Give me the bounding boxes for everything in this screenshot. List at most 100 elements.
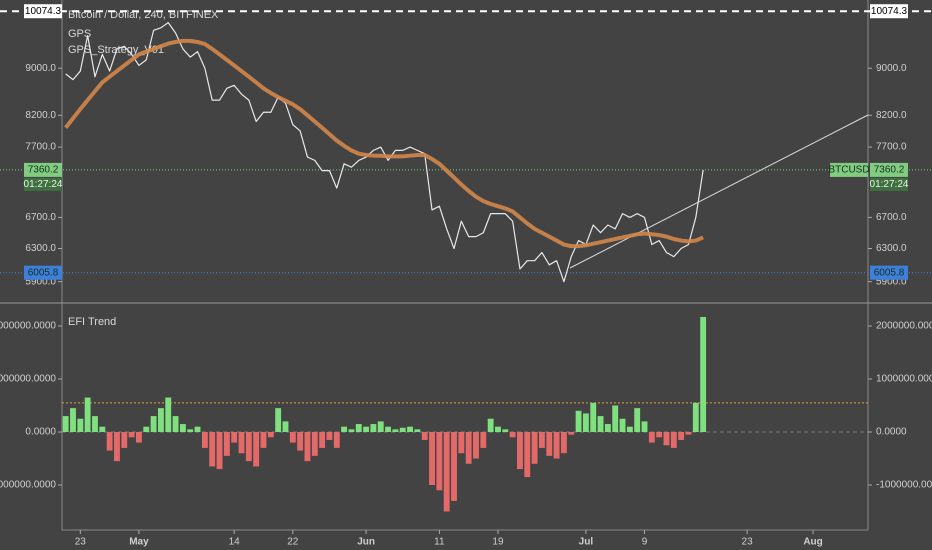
- bar: [626, 426, 633, 432]
- bar: [77, 418, 84, 432]
- bar: [568, 431, 575, 435]
- y-tick-label: 6300.0: [25, 243, 56, 254]
- x-tick-label: 23: [742, 537, 754, 548]
- price-label: 7360.2: [28, 165, 59, 176]
- bar: [414, 429, 421, 432]
- bar: [99, 426, 106, 432]
- bar: [363, 426, 370, 432]
- bar: [700, 316, 707, 432]
- bar: [436, 431, 443, 491]
- bar: [253, 431, 260, 467]
- y-tick-label: 0.0000: [876, 427, 907, 438]
- bar: [157, 408, 164, 432]
- bar: [267, 431, 274, 438]
- y-tick-label: 2000000.0000: [876, 321, 932, 332]
- bar: [619, 418, 626, 432]
- y-tick-label: 9000.0: [876, 63, 907, 74]
- bar: [495, 426, 501, 432]
- y-tick-label: 5900.0: [25, 276, 56, 287]
- y-tick-label: 8200.0: [25, 110, 56, 121]
- bar: [143, 426, 150, 432]
- bar: [451, 431, 457, 501]
- price-label-box: [870, 4, 908, 19]
- bar: [209, 431, 216, 467]
- x-tick-label: Jul: [579, 537, 594, 548]
- y-tick-label: 7700.0: [25, 142, 56, 153]
- y-tick-label: 7700.0: [876, 142, 907, 153]
- bar: [62, 416, 69, 432]
- bar: [238, 431, 245, 454]
- series-line: [65, 22, 704, 283]
- bar: [136, 431, 142, 443]
- bar: [355, 424, 362, 432]
- bar: [106, 431, 113, 451]
- bar: [385, 426, 391, 432]
- countdown-box: [24, 177, 62, 191]
- bar: [216, 431, 223, 470]
- symbol-label: BTCUSD: [828, 165, 869, 176]
- bar: [70, 408, 76, 432]
- bar: [546, 431, 553, 456]
- price-label: 6005.8: [28, 267, 59, 278]
- bar: [370, 424, 377, 432]
- x-tick-label: 14: [229, 537, 241, 548]
- bar: [150, 416, 157, 432]
- countdown: 01:27:24: [870, 179, 909, 190]
- bar: [560, 431, 567, 454]
- y-tick-label: 6300.0: [876, 243, 907, 254]
- y-tick-label: 9000.0: [25, 63, 56, 74]
- bar: [641, 421, 648, 432]
- bar: [201, 431, 208, 448]
- price-label: 7360.2: [874, 165, 905, 176]
- price-label-box: [24, 265, 62, 280]
- bar: [663, 431, 670, 446]
- bar: [114, 431, 120, 462]
- y-tick-label: 1000000.0000: [876, 374, 932, 385]
- bar: [539, 431, 545, 448]
- bar: [597, 416, 604, 432]
- price-label-box: [24, 162, 62, 177]
- y-tick-label: 8200.0: [876, 110, 907, 121]
- indicator-name: GPS: [68, 28, 91, 40]
- bar: [289, 431, 296, 443]
- bar: [648, 431, 655, 443]
- bar: [692, 402, 699, 432]
- bar: [260, 431, 267, 448]
- bar: [165, 397, 172, 432]
- bar: [128, 431, 135, 438]
- bar: [223, 431, 230, 456]
- y-tick-label: 5900.0: [876, 276, 907, 287]
- bar: [524, 431, 531, 478]
- bar: [429, 431, 435, 485]
- bar: [187, 429, 194, 432]
- x-tick-label: May: [129, 537, 149, 548]
- bar: [421, 431, 428, 440]
- price-label: 10074.3: [25, 6, 62, 17]
- bar: [656, 431, 663, 438]
- bar: [670, 431, 677, 448]
- trend-line: [569, 114, 869, 269]
- bar: [275, 408, 282, 432]
- bar: [231, 431, 238, 443]
- bar: [480, 431, 487, 448]
- x-tick-label: Aug: [803, 537, 822, 548]
- bar: [84, 397, 91, 432]
- x-tick-label: 11: [434, 537, 445, 548]
- bar: [517, 431, 523, 470]
- bar: [458, 431, 465, 454]
- bar: [245, 431, 252, 462]
- countdown: 01:27:24: [24, 179, 63, 190]
- bar: [297, 431, 304, 451]
- bar: [92, 416, 98, 432]
- series-line: [64, 38, 704, 249]
- bar: [377, 421, 384, 432]
- x-tick-label: 9: [642, 537, 648, 548]
- bar: [333, 431, 340, 448]
- y-tick-label: 0.0000: [25, 427, 56, 438]
- price-label: 10074.3: [871, 6, 908, 17]
- bar: [319, 431, 326, 448]
- bar: [304, 431, 311, 462]
